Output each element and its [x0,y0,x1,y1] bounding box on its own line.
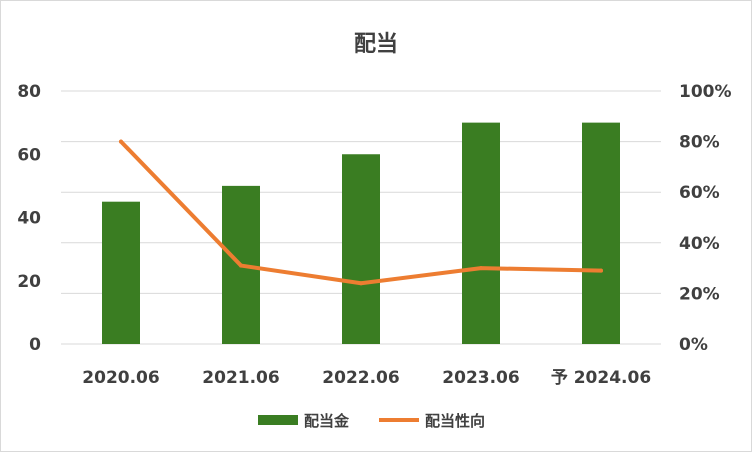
y-right-tick-label: 60% [679,183,720,203]
bar-dividend [102,201,140,344]
x-tick-label: 2021.06 [202,368,279,388]
x-tick-label: 2022.06 [322,368,399,388]
bar-dividend [342,154,380,344]
x-tick-label: 2020.06 [82,368,159,388]
line-point [359,281,363,286]
legend-label-line: 配当性向 [425,412,485,430]
line-point [479,266,483,271]
y-left-tick-label: 20 [17,272,41,292]
line-point [119,139,123,144]
x-tick-label: 2023.06 [442,368,519,388]
legend-swatch-bar [258,415,298,425]
y-left-tick-label: 0 [29,335,41,355]
x-tick-label: 予 2024.06 [551,368,651,388]
line-point [599,268,603,273]
y-right-tick-label: 40% [679,234,720,254]
y-right-tick-label: 0% [679,335,708,355]
y-left-tick-label: 60 [17,145,41,165]
chart-title: 配当 [354,32,398,57]
line-point [239,263,243,268]
y-right-tick-label: 100% [679,82,732,102]
y-right-tick-label: 80% [679,133,720,153]
y-left-tick-label: 40 [17,209,41,229]
legend-label-bar: 配当金 [304,412,350,430]
y-left-tick-label: 80 [17,82,41,102]
y-right-tick-label: 20% [679,284,720,304]
bar-dividend [582,122,620,344]
bar-dividend [462,122,500,344]
